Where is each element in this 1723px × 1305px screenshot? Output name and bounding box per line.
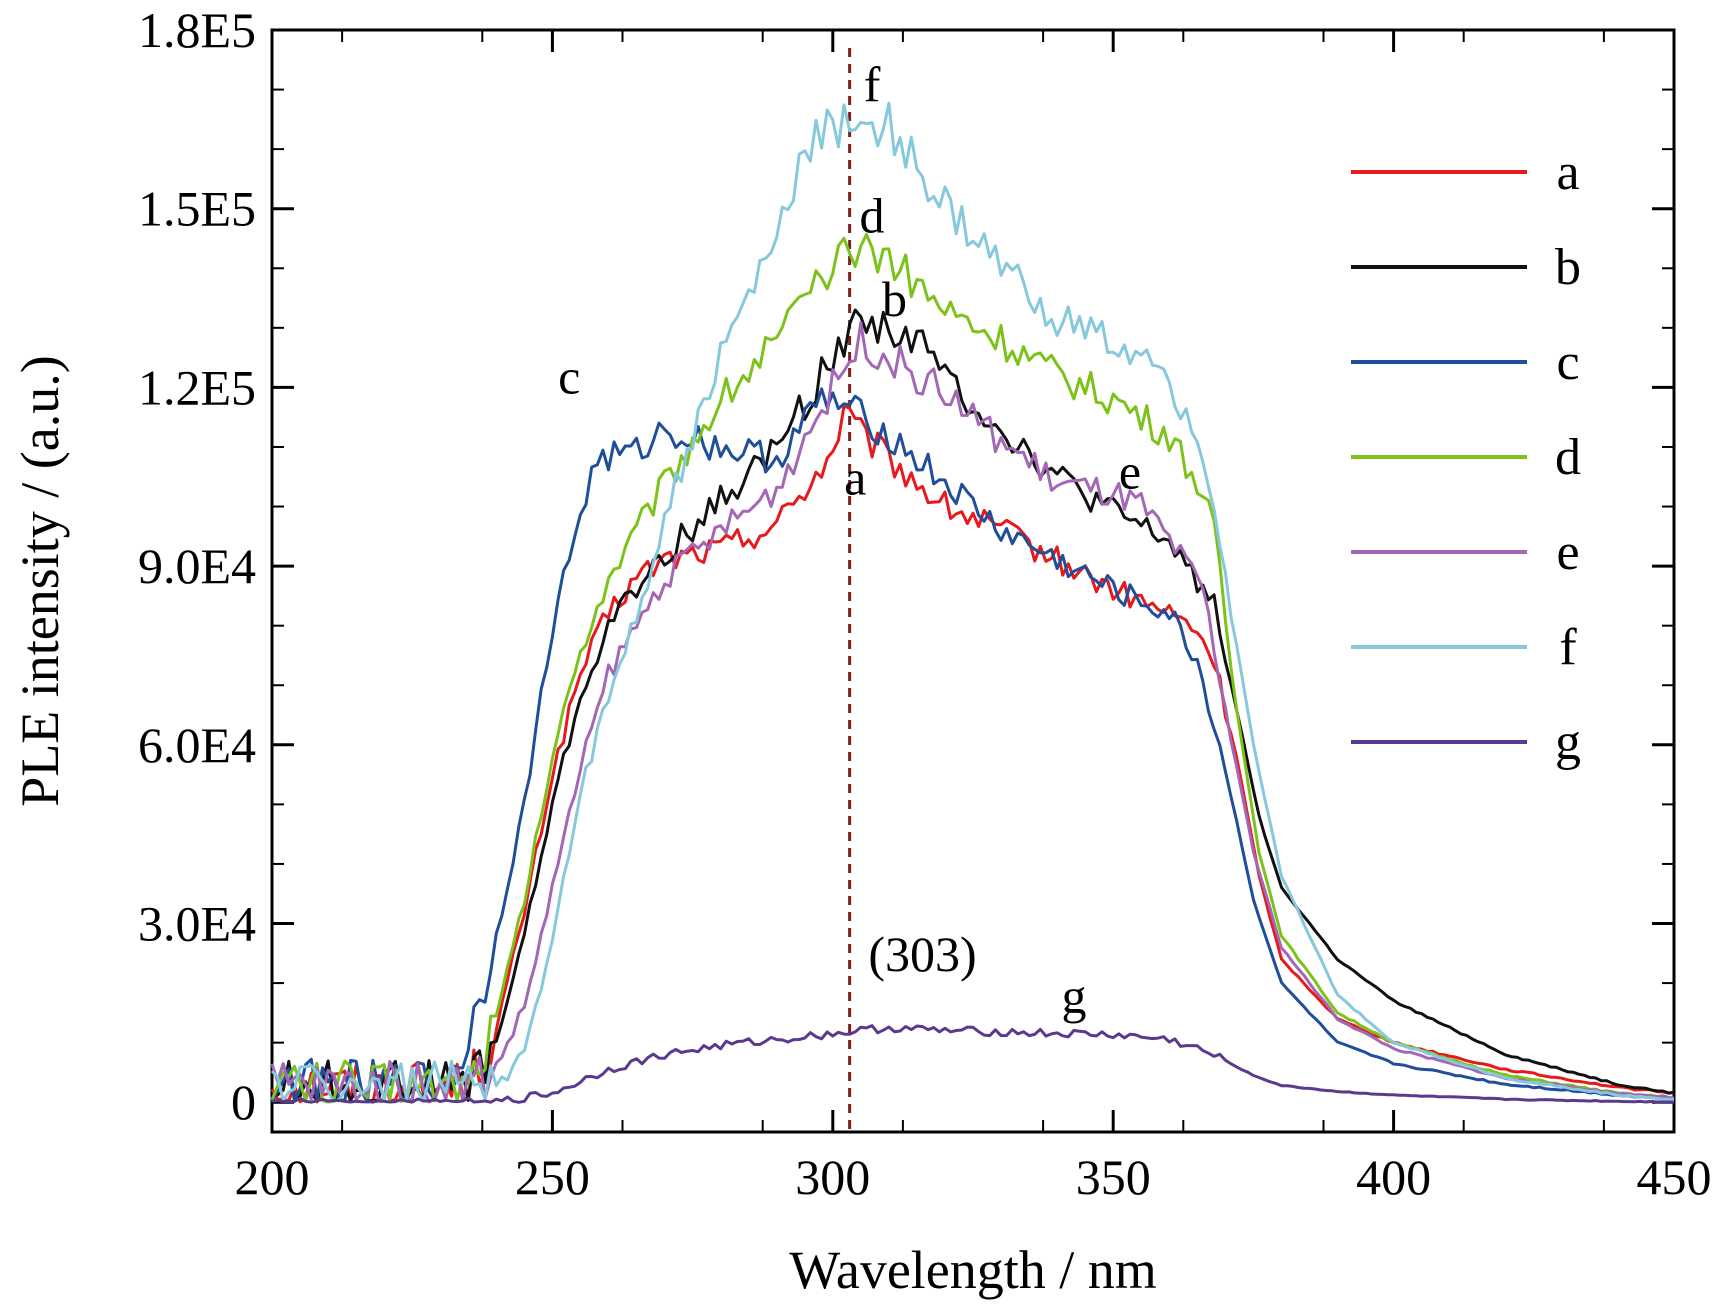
plot-frame <box>270 28 1676 1134</box>
x-tick-label: 250 <box>515 1149 590 1205</box>
legend-label-d: d <box>1555 429 1581 486</box>
series-line-f <box>270 101 1675 1104</box>
legend-label-f: f <box>1559 619 1577 676</box>
curve-label-c: c <box>558 348 580 404</box>
curve-label-g: g <box>1061 968 1086 1024</box>
y-axis-ticks: 0 3.0E4 6.0E4 9.0E4 1.2E5 1.5E5 1.8E5 <box>138 2 1674 1130</box>
y-tick-label: 1.5E5 <box>138 181 256 237</box>
y-tick-label: 0 <box>231 1074 256 1130</box>
series-line-c <box>270 387 1675 1104</box>
legend-label-e: e <box>1556 524 1579 581</box>
series-line-g <box>271 1024 1674 1104</box>
reference-line-group: (303) <box>848 48 977 1132</box>
x-tick-label: 300 <box>795 1149 870 1205</box>
y-tick-label: 1.8E5 <box>138 2 256 58</box>
y-axis-title: PLE intensity / (a.u.) <box>10 355 70 806</box>
legend-label-g: g <box>1555 714 1581 771</box>
curve-label-e: e <box>1119 444 1141 500</box>
y-tick-label: 6.0E4 <box>138 717 256 773</box>
curve-labels-group: f db c a e g <box>558 56 1141 1023</box>
y-tick-label: 1.2E5 <box>138 359 256 415</box>
y-tick-label: 3.0E4 <box>138 896 256 952</box>
x-axis-title: Wavelength / nm <box>789 1240 1157 1300</box>
legend-label-c: c <box>1556 334 1579 391</box>
x-axis-ticks: 200 250 300 350 400 450 <box>235 30 1712 1205</box>
series-group <box>270 101 1675 1104</box>
series-line-e <box>270 321 1675 1104</box>
x-tick-label: 200 <box>235 1149 310 1205</box>
x-tick-label: 400 <box>1356 1149 1431 1205</box>
x-tick-label: 450 <box>1637 1149 1712 1205</box>
curve-label-f: f <box>864 56 881 112</box>
curve-label-a: a <box>844 450 866 506</box>
curve-label-b: b <box>882 271 907 327</box>
reference-line-label: (303) <box>868 926 976 982</box>
series-line-a <box>270 404 1675 1104</box>
y-tick-label: 9.0E4 <box>138 538 256 594</box>
legend-label-a: a <box>1556 144 1579 201</box>
legend-label-b: b <box>1555 239 1581 296</box>
x-tick-label: 350 <box>1076 1149 1151 1205</box>
curve-label-d: d <box>860 188 885 244</box>
series-line-b <box>271 308 1675 1103</box>
